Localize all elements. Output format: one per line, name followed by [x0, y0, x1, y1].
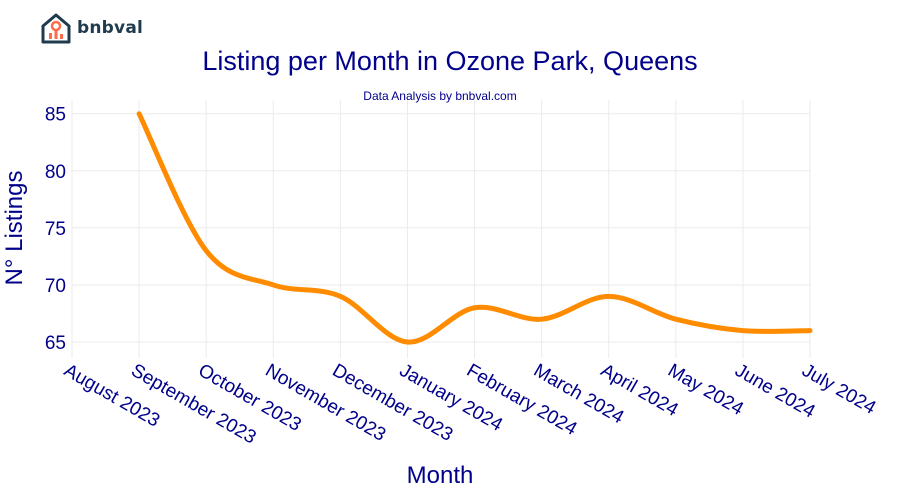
chart-title: Listing per Month in Ozone Park, Queens [202, 46, 697, 76]
y-tick-label: 75 [45, 219, 66, 240]
y-tick-label: 85 [45, 105, 66, 126]
y-tick-label: 65 [45, 333, 66, 354]
house-chart-icon [41, 13, 71, 44]
grid-layer [71, 100, 811, 358]
series-line [136, 111, 813, 345]
x-axis-label: Month [407, 462, 474, 489]
y-tick-label: 80 [45, 162, 66, 183]
y-axis-label: N° Listings [1, 171, 28, 286]
chart-subtitle: Data Analysis by bnbval.com [363, 89, 516, 103]
y-axis-ticks: 65 70 75 80 85 [45, 105, 66, 354]
logo: bnbval [40, 12, 143, 44]
y-tick-label: 70 [45, 276, 66, 297]
logo-text: bnbval [77, 18, 144, 38]
